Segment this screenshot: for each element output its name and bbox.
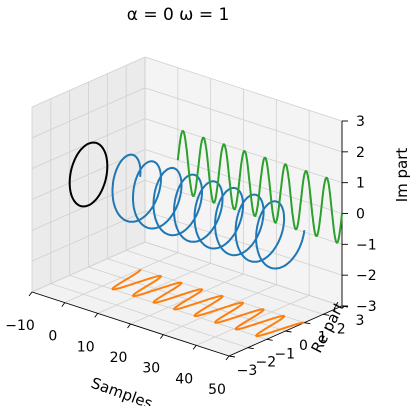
x-tick-label: 50: [208, 382, 226, 398]
grid-line: [31, 149, 146, 200]
y-tick: [304, 322, 311, 325]
y-tick-label: 2: [337, 321, 346, 337]
grid-line: [69, 274, 267, 340]
y-tick-label: −3: [237, 363, 258, 379]
series-helix: [111, 153, 306, 270]
data-lines: [68, 130, 343, 338]
x-tick-label: 0: [48, 329, 57, 345]
z-tick-label: −1: [356, 237, 377, 253]
series-side-projection: [68, 141, 109, 208]
z-tick-label: −3: [356, 299, 377, 315]
grid-line: [144, 56, 343, 122]
grid-lines: [31, 56, 343, 357]
x-tick: [94, 313, 99, 318]
grid-line: [31, 87, 146, 139]
x-axis-label: Samples: [89, 374, 156, 406]
z-tick-label: 3: [356, 114, 365, 130]
z-tick-label: 2: [356, 145, 365, 161]
chart-title: α = 0 ω = 1: [127, 5, 230, 25]
grid-line: [126, 249, 324, 315]
z-tick-label: 1: [356, 176, 365, 192]
axis-lines: [28, 120, 349, 361]
y-tick: [266, 338, 273, 341]
series-projection-on-back-wall: [176, 130, 343, 244]
z-tick-label: 0: [356, 207, 365, 223]
grid-line: [50, 283, 248, 349]
x-tick: [127, 323, 131, 329]
x-tick-label: 30: [142, 361, 160, 377]
grid-line: [31, 210, 146, 262]
x-tick: [28, 291, 33, 297]
y-tick: [247, 347, 254, 350]
y-tick-label: −2: [255, 355, 276, 371]
grid-line: [31, 241, 146, 293]
y-tick-label: −1: [274, 346, 295, 362]
y-tick: [323, 313, 330, 316]
y-tick-label: 0: [299, 338, 308, 354]
x-tick: [61, 302, 66, 307]
grid-line: [144, 241, 343, 307]
grid-line: [31, 56, 146, 108]
x-tick: [192, 345, 197, 350]
x-tick-label: 20: [110, 350, 128, 366]
series-projection-on-floor: [111, 268, 306, 338]
y-tick-label: 1: [318, 330, 327, 346]
x-tick: [225, 355, 230, 361]
grid-line: [144, 87, 343, 153]
x-tick-label: −10: [5, 318, 35, 334]
y-tick: [285, 330, 292, 333]
x-tick-label: 40: [175, 371, 193, 387]
z-axis-label: Im part: [393, 148, 411, 203]
y-tick-label: 3: [356, 313, 365, 329]
x-tick-label: 10: [77, 339, 95, 355]
x-tick: [159, 334, 164, 339]
z-tick-label: −2: [356, 268, 377, 284]
grid-line: [144, 210, 343, 276]
y-tick: [228, 355, 236, 358]
